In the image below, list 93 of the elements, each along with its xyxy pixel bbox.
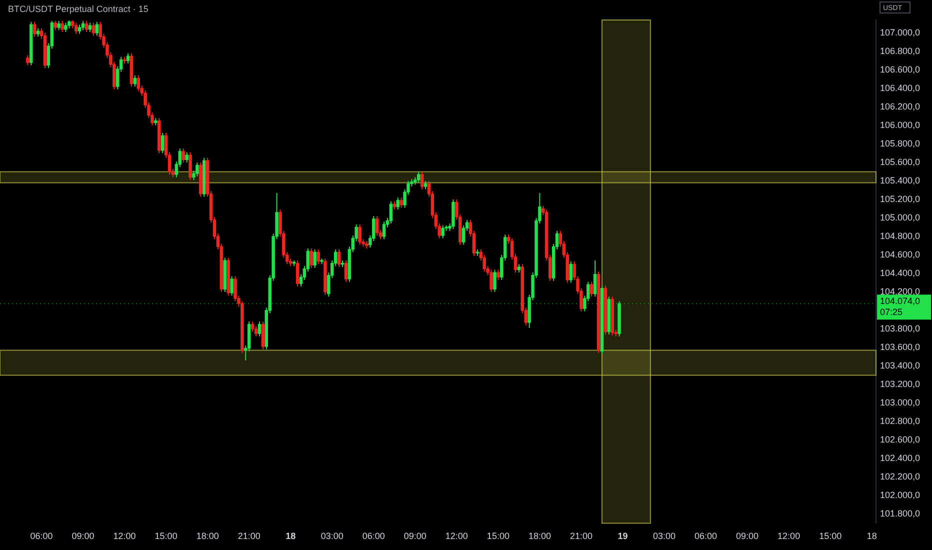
candlestick	[196, 162, 199, 177]
candlestick	[261, 321, 265, 350]
x-tick-label: 06:00	[694, 531, 718, 542]
y-tick-label: 104.600,0	[880, 249, 920, 260]
candlestick	[396, 197, 400, 210]
x-tick-label: 18:00	[528, 531, 551, 542]
candlestick	[136, 75, 140, 92]
y-tick-label: 102.600,0	[880, 434, 920, 444]
candlestick	[441, 224, 444, 239]
candlestick	[416, 171, 420, 184]
candlestick	[400, 197, 403, 208]
x-tick-label: 12:00	[113, 531, 136, 542]
y-tick-label: 104.400,0	[880, 268, 920, 278]
candlestick	[389, 200, 393, 224]
candlestick	[296, 260, 300, 287]
candlestick	[310, 248, 314, 268]
candlestick	[258, 321, 262, 337]
candlestick	[182, 148, 185, 163]
x-tick-label: 09:00	[404, 531, 426, 542]
candlestick	[358, 224, 362, 246]
candlestick	[74, 22, 78, 34]
x-tick-label: 03:00	[653, 531, 676, 542]
x-tick-label: 21:00	[238, 531, 260, 542]
y-tick-label: 102.200,0	[880, 471, 920, 482]
candlestick	[230, 276, 234, 296]
candlestick	[254, 326, 258, 337]
y-tick-label: 102.000,0	[880, 490, 920, 500]
y-tick-label: 103.400,0	[880, 360, 920, 370]
y-tick-label: 106.800,0	[880, 46, 920, 56]
candlestick	[250, 321, 254, 332]
candlestick	[420, 171, 424, 190]
candlestick	[57, 20, 60, 31]
y-tick-label: 105.400,0	[880, 175, 920, 186]
y-tick-label: 105.600,0	[880, 156, 920, 167]
y-tick-label: 106.200,0	[880, 101, 920, 112]
x-tick-label: 09:00	[72, 531, 94, 542]
x-tick-label: 19	[618, 531, 628, 542]
candlestick	[26, 54, 30, 66]
text: 07:25	[880, 307, 903, 318]
y-tick-label: 106.600,0	[880, 64, 920, 74]
candlestick	[88, 22, 92, 33]
candlestick	[160, 132, 164, 154]
candlestick	[337, 248, 341, 268]
y-tick-label: 101.800,0	[880, 508, 920, 518]
x-tick-label: 18	[866, 531, 877, 542]
ref-line-label: 104.074,0	[880, 296, 920, 306]
x-tick-label: 06:00	[362, 531, 385, 542]
y-tick-label: 107.000,0	[880, 27, 920, 38]
y-tick-label: 103.800,0	[880, 323, 920, 334]
x-tick-label: 15:00	[486, 531, 510, 542]
candlestick	[316, 248, 320, 265]
y-tick-label: 103.000,0	[880, 397, 920, 408]
candlestick	[78, 24, 82, 34]
y-tick-label: 106.400,0	[880, 82, 920, 93]
x-tick-label: 21:00	[570, 531, 592, 542]
candlestick	[95, 21, 98, 36]
candlestick	[593, 260, 597, 298]
y-tick-label: 103.200,0	[880, 378, 920, 389]
candlestick	[92, 22, 96, 36]
candlestick	[126, 52, 130, 64]
y-tick-label: 102.400,0	[880, 452, 920, 463]
y-tick-label: 103.600,0	[880, 342, 920, 352]
y-tick-label: 105.200,0	[880, 194, 920, 204]
candlestick	[375, 216, 379, 236]
candlestick	[60, 20, 64, 33]
x-tick-label: 15:00	[819, 531, 842, 542]
y-tick-label: 104.200,0	[880, 286, 920, 296]
y-tick-label: 106.000,0	[880, 120, 920, 130]
x-tick-label: 12:00	[778, 531, 800, 542]
candlestick	[382, 221, 386, 240]
candlestick	[490, 269, 493, 292]
y-tick-label: 105.800,0	[880, 138, 920, 148]
x-tick-label: 15:00	[154, 531, 178, 542]
candlestick	[185, 152, 188, 163]
x-tick-label: 03:00	[320, 531, 344, 542]
candlestick	[496, 269, 500, 280]
y-tick-label: 102.800,0	[880, 416, 920, 426]
y-tick-label: 105.000,0	[880, 212, 920, 222]
x-tick-label: 09:00	[736, 531, 759, 542]
candlestick	[569, 260, 572, 284]
x-tick-label: 12:00	[445, 531, 468, 542]
candlestick	[188, 152, 192, 181]
candlestick	[590, 281, 594, 298]
y-tick-label: 104.800,0	[880, 230, 920, 241]
x-tick-label: 18:00	[196, 531, 219, 542]
x-tick-label: 18	[286, 531, 296, 542]
chart-title: BTC/USDT Perpetual Contract · 15	[8, 4, 148, 14]
candlestick	[64, 22, 68, 33]
candlestick	[54, 20, 57, 31]
candlestick	[493, 269, 496, 292]
candlestick	[344, 260, 348, 282]
x-tick-label: 06:00	[30, 531, 53, 542]
candlestick	[313, 248, 316, 268]
